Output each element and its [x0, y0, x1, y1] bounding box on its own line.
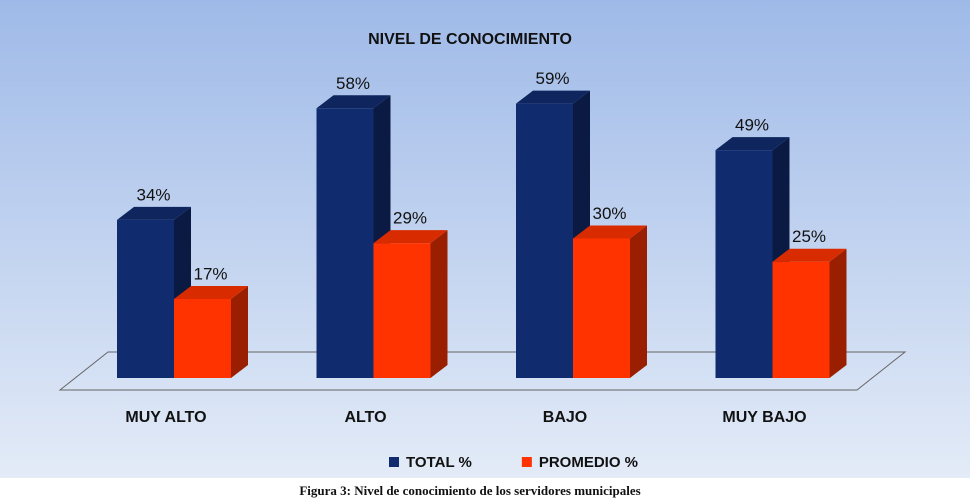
bar-top	[174, 285, 248, 299]
legend-swatch	[389, 457, 399, 467]
bar	[316, 108, 374, 379]
bar-side	[630, 225, 647, 378]
x-tick-label: MUY BAJO	[722, 409, 806, 426]
bar-side	[829, 248, 847, 378]
bar	[373, 243, 431, 378]
bar-top	[573, 225, 647, 239]
bar-side	[231, 285, 248, 378]
bar-top	[373, 230, 448, 244]
data-label: 59%	[535, 69, 569, 88]
bar-top	[316, 95, 391, 109]
data-label: 34%	[136, 185, 170, 204]
bar-side	[430, 230, 448, 378]
bar	[174, 298, 231, 378]
data-label: 30%	[592, 204, 626, 223]
chart-title: NIVEL DE CONOCIMIENTO	[368, 31, 572, 48]
data-label: 17%	[193, 264, 227, 283]
floor	[58, 351, 907, 391]
legend-label: TOTAL %	[406, 454, 472, 471]
bar	[117, 219, 174, 378]
data-label: 49%	[735, 116, 769, 135]
bar	[715, 150, 773, 378]
legend-swatch	[521, 457, 532, 467]
bar-top	[715, 137, 790, 151]
data-label: 25%	[792, 227, 826, 246]
bar-top	[772, 248, 847, 262]
x-tick-label: ALTO	[344, 409, 386, 426]
bar-top	[516, 90, 590, 104]
x-tick-label: MUY ALTO	[125, 409, 206, 426]
legend-label: PROMEDIO %	[539, 454, 638, 471]
x-tick-label: BAJO	[543, 409, 587, 426]
caption: Figura 3: Nivel de conocimiento de los s…	[299, 483, 640, 498]
bar-top	[117, 206, 191, 220]
bar	[516, 103, 573, 379]
bar	[573, 238, 630, 378]
bar	[772, 261, 830, 378]
data-label: 58%	[336, 74, 370, 93]
data-label: 29%	[393, 209, 427, 228]
